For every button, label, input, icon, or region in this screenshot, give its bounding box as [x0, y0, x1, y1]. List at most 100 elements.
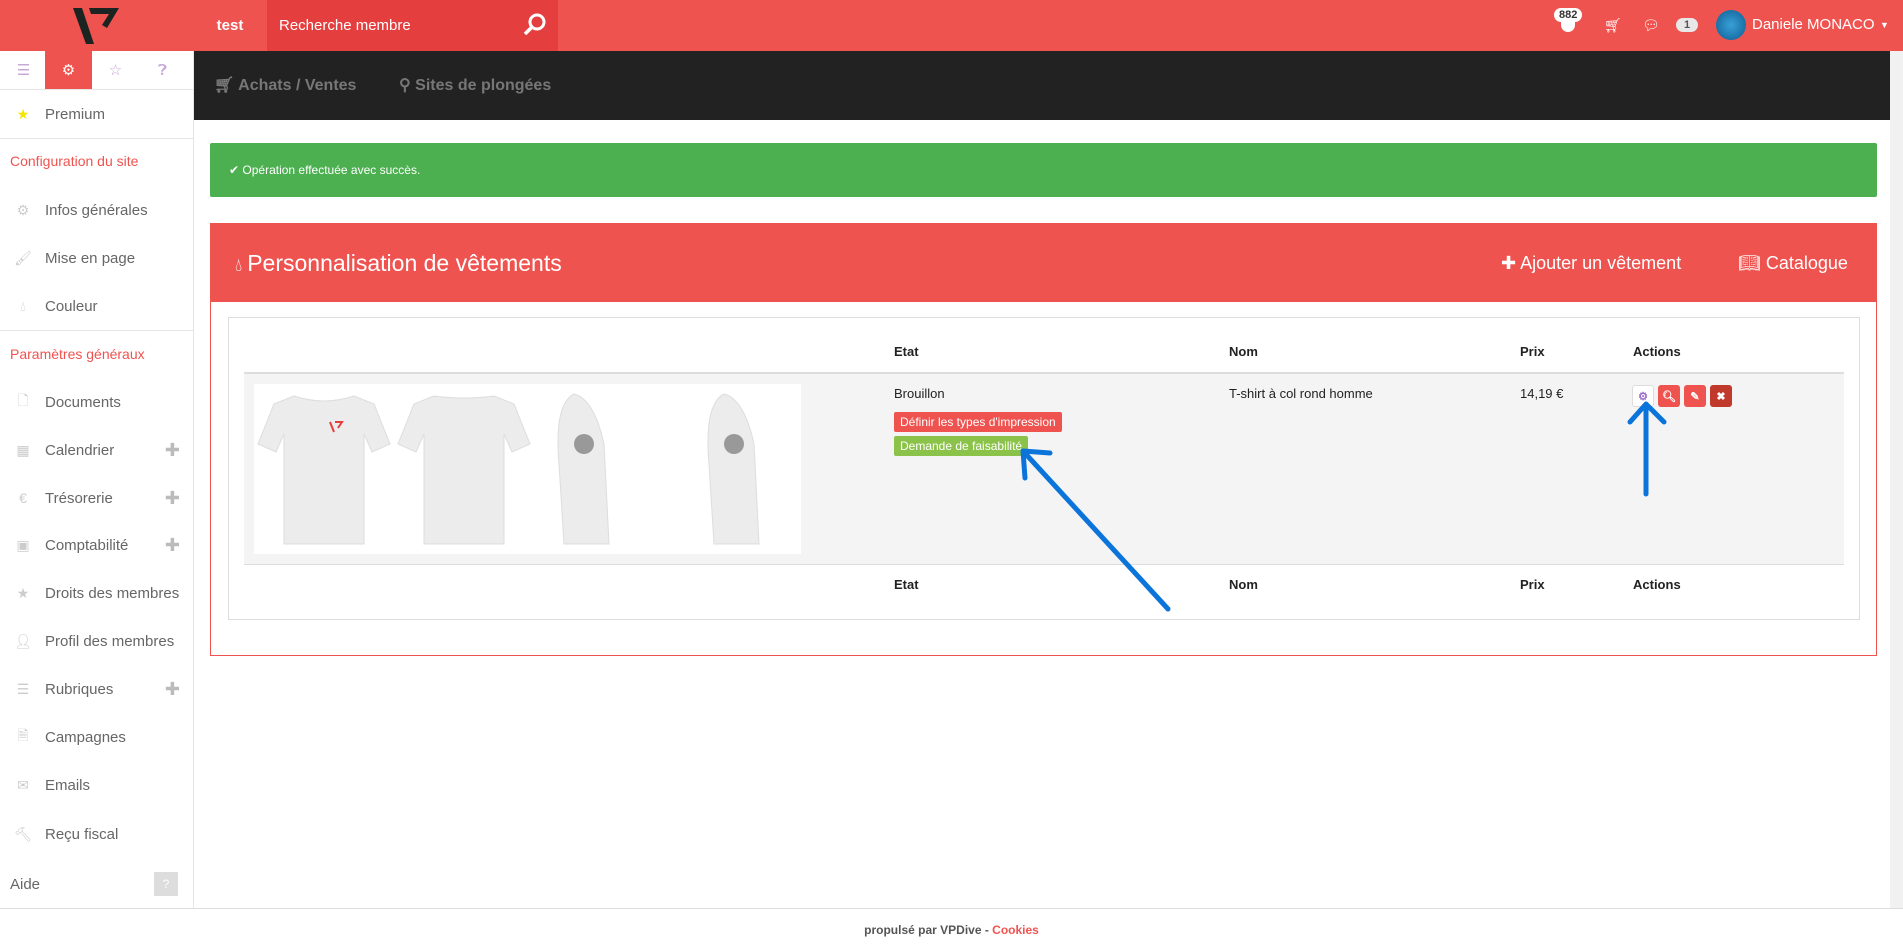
logo[interactable] [0, 0, 194, 51]
euro-icon: € [19, 490, 27, 506]
label: Calendrier [45, 441, 115, 459]
star-icon: ★ [16, 105, 30, 122]
star-icon: ★ [16, 584, 30, 601]
label: Reçu fiscal [45, 825, 119, 843]
map-marker-icon: ⚲ [399, 77, 416, 94]
footer-etat: Etat [894, 577, 919, 592]
header-prix: Prix [1520, 344, 1545, 359]
check-icon: ✔ [229, 163, 243, 177]
label: Couleur [45, 297, 98, 315]
label: Profil des membres [45, 632, 175, 650]
footer-text: propulsé par VPDive - [864, 923, 993, 937]
plus-icon[interactable]: ✚ [164, 534, 180, 555]
plus-icon[interactable]: ✚ [164, 487, 180, 508]
cookies-link[interactable]: Cookies [992, 923, 1039, 937]
avatar[interactable] [1716, 10, 1746, 40]
label: Infos générales [45, 201, 148, 219]
header-etat: Etat [894, 344, 919, 359]
gear-icon: ⚙ [1638, 390, 1648, 403]
edit-button[interactable]: ✎ [1684, 385, 1706, 407]
search-icon: 🔍︎ [1662, 390, 1676, 403]
tab-favorites[interactable]: ☆ [92, 51, 139, 89]
cart-icon[interactable]: 🛒︎ [1604, 17, 1622, 33]
scrollbar[interactable] [1890, 51, 1903, 908]
add-garment-button[interactable]: ✚ Ajouter un vêtement [1501, 224, 1681, 302]
footer-nom: Nom [1229, 577, 1258, 592]
label: Ajouter un vêtement [1520, 253, 1682, 273]
garments-table: Etat Nom Prix Actions Brouillon Définir … [228, 317, 1860, 620]
search-icon[interactable] [522, 12, 548, 38]
panel-title: 💧︎ Personnalisation de vêtements [235, 224, 562, 304]
comments-icon[interactable]: 💬︎ [1642, 17, 1660, 33]
brush-icon: 🖌︎ [14, 249, 32, 266]
label: Aide [10, 875, 41, 893]
plus-icon[interactable]: ✚ [164, 439, 180, 460]
nav-label: Sites de plongées [415, 77, 552, 94]
plus-icon[interactable]: ✚ [164, 678, 180, 699]
label: Campagnes [45, 728, 126, 746]
sidebar-item-aide[interactable]: Aide ? [0, 864, 194, 904]
sidebar-item-documents[interactable]: 🗋 Documents [0, 382, 194, 422]
nav-achats-ventes[interactable]: 🛒︎ Achats / Ventes [214, 51, 356, 120]
sidebar-item-campagnes[interactable]: 🗎 Campagnes [0, 717, 194, 757]
panel-header: 💧︎ Personnalisation de vêtements ✚ Ajout… [211, 224, 1876, 302]
star-icon: ☆ [108, 62, 123, 79]
define-print-types-label[interactable]: Définir les types d'impression [894, 412, 1062, 432]
notifications-badge: 882 [1554, 8, 1583, 22]
title-text: Personnalisation de vêtements [247, 250, 562, 276]
tint-icon: 💧︎ [235, 255, 248, 275]
top-bar: test Recherche membre 882 🛒︎ 💬︎ 1 Daniel… [0, 0, 1903, 51]
sidebar-item-comptabilite[interactable]: ▣ Comptabilité ✚ [0, 525, 194, 565]
user-icon: 👤︎ [14, 632, 32, 649]
nav-label: Achats / Ventes [238, 77, 357, 94]
label: Mise en page [45, 249, 136, 267]
tab-menu[interactable]: ☰ [0, 51, 47, 89]
sidebar-item-emails[interactable]: ✉ Emails [0, 765, 194, 805]
user-menu[interactable]: Daniele MONACO [1752, 16, 1875, 33]
sidebar-item-rubriques[interactable]: ☰ Rubriques ✚ [0, 669, 194, 709]
label: Emails [45, 776, 91, 794]
site-name[interactable]: test [216, 17, 244, 34]
success-alert: ✔ Opération effectuée avec succès. [210, 143, 1877, 197]
table-row: Brouillon Définir les types d'impression… [244, 372, 1844, 565]
garment-name: T-shirt à col rond homme [1229, 386, 1373, 401]
footer: propulsé par VPDive - Cookies [0, 908, 1903, 950]
gavel-icon: 🔨︎ [14, 825, 32, 842]
sidebar-item-infos[interactable]: ⚙ Infos générales [0, 190, 194, 230]
search-input[interactable]: Recherche membre [267, 0, 558, 51]
caret-down-icon[interactable]: ▼ [1880, 20, 1889, 30]
close-icon: ✖ [1716, 390, 1726, 403]
delete-button[interactable]: ✖ [1710, 385, 1732, 407]
label: Trésorerie [45, 489, 113, 507]
sub-navigation: 🛒︎ Achats / Ventes ⚲ Sites de plongées [194, 51, 1890, 120]
book-icon: 📖︎ [1738, 253, 1766, 273]
nav-sites-plongees[interactable]: ⚲ Sites de plongées [399, 51, 551, 120]
plus-icon: ✚ [1501, 253, 1521, 273]
help-icon: ❓︎ [157, 61, 167, 79]
feasibility-request-label[interactable]: Demande de faisabilité [894, 436, 1029, 456]
list-icon: ☰ [16, 62, 31, 79]
tab-settings[interactable]: ⚙ [45, 51, 92, 89]
settings-button[interactable]: ⚙ [1632, 385, 1654, 407]
sidebar-item-calendrier[interactable]: ▦ Calendrier ✚ [0, 430, 194, 470]
notifications-button[interactable]: 882 [1554, 8, 1583, 32]
sidebar-item-droits[interactable]: ★ Droits des membres [0, 573, 194, 613]
sidebar-item-couleur[interactable]: 💧︎ Couleur [0, 286, 194, 326]
sidebar-item-premium[interactable]: ★ Premium [0, 94, 194, 134]
search-placeholder: Recherche membre [279, 17, 411, 34]
tab-help[interactable]: ❓︎ [139, 51, 186, 89]
help-icon[interactable]: ? [154, 872, 178, 896]
sidebar: ☰ ⚙ ☆ ❓︎ ★ Premium Configuration du site … [0, 51, 194, 908]
tint-icon: 💧︎ [20, 297, 26, 314]
sidebar-item-profil[interactable]: 👤︎ Profil des membres [0, 621, 194, 661]
sidebar-item-mise-en-page[interactable]: 🖌︎ Mise en page [0, 238, 194, 278]
state: Brouillon [894, 386, 945, 401]
user-group-icon [1561, 22, 1576, 32]
view-button[interactable]: 🔍︎ [1658, 385, 1680, 407]
sidebar-item-tresorerie[interactable]: € Trésorerie ✚ [0, 478, 194, 518]
catalog-button[interactable]: 📖︎ Catalogue [1738, 224, 1848, 302]
sidebar-item-recu-fiscal[interactable]: 🔨︎ Reçu fiscal [0, 814, 194, 854]
list-icon: ☰ [16, 680, 30, 697]
garment-price: 14,19 € [1520, 386, 1564, 401]
cart-icon: 🛒︎ [214, 77, 239, 94]
